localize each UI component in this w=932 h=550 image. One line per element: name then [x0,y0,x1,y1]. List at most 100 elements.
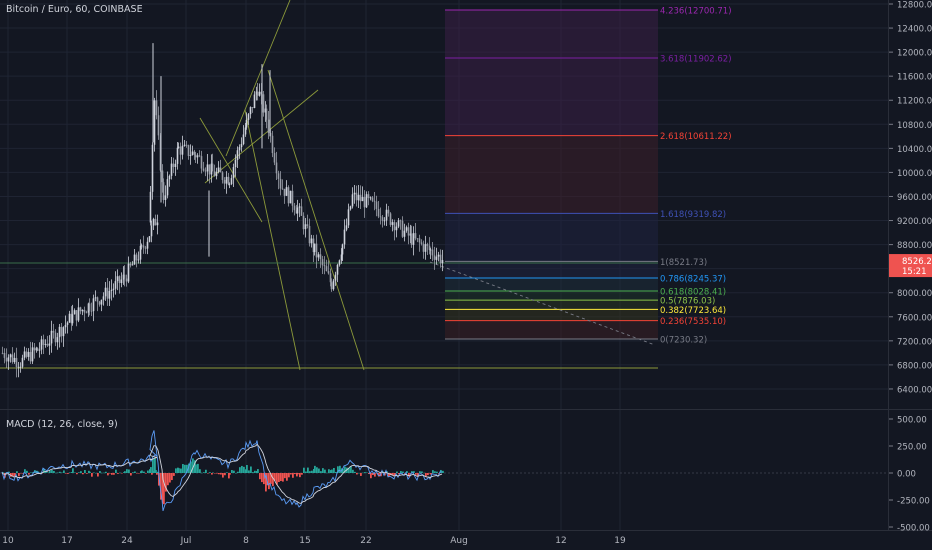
macd-histogram-bar [194,460,196,473]
macd-histogram-bar [26,470,28,473]
macd-histogram-bar [143,471,145,473]
candle-body [349,206,352,210]
candle-body [58,326,61,338]
macd-histogram-bar [158,473,160,486]
macd-histogram-bar [330,470,332,473]
candle-body [100,299,103,305]
candle-body [327,271,330,274]
candle-body [70,313,73,324]
candle-body [129,263,132,266]
macd-histogram-bar [299,473,301,478]
candle-body [73,310,76,315]
macd-histogram-bar [241,465,243,473]
macd-histogram-bar [32,472,34,473]
candle-body [123,274,126,279]
macd-histogram-bar [237,471,239,473]
candle-body [120,279,123,284]
price-axis-label: 11600.00 [897,73,932,83]
macd-histogram-bar [360,473,362,476]
candle-body [279,178,282,189]
candle-body [87,303,90,313]
macd-histogram-bar [290,473,292,475]
macd-histogram-bar [47,472,49,473]
macd-histogram-bar [284,473,286,479]
candle-body [148,236,151,242]
macd-histogram-bar [149,469,151,473]
candle-body [21,357,24,367]
macd-histogram-bar [398,473,400,475]
price-axis-label: 11200.00 [897,97,932,107]
macd-histogram-bar [138,473,140,474]
time-axis-label: 12 [555,536,566,546]
candle-body [139,245,142,260]
macd-histogram-bar [156,473,158,475]
macd-histogram-bar [30,472,32,473]
candle-body [401,220,404,237]
macd-histogram-bar [205,469,207,473]
macd-histogram-bar [82,473,84,475]
candle-body [264,108,267,113]
candle-body [194,154,197,158]
macd-histogram-bar [163,473,165,505]
macd-line [1,430,443,512]
macd-histogram-bar [113,473,115,475]
candle-body [431,249,434,256]
candle-body [79,307,82,312]
macd-histogram-bar [218,473,220,475]
fib-band [445,320,658,340]
macd-histogram-bar [162,473,164,504]
price-axis-label: 7200.00 [897,337,932,347]
candle-body [395,226,398,231]
fib-band [445,291,658,301]
fib-level-label: 0.5(7876.03) [660,297,715,307]
macd-histogram-bar [280,473,282,482]
candle-body [418,238,421,243]
candle-body [83,309,86,313]
macd-histogram-bar [286,473,288,481]
candle-body [302,215,305,230]
candle-body [238,147,241,151]
price-axis-label: 12800.00 [897,1,932,11]
candle-body [156,222,159,226]
candle-body [359,194,362,202]
macd-histogram-bar [63,470,65,473]
candle-body [330,282,333,290]
macd-histogram-bar [257,469,259,473]
macd-histogram-bar [16,471,18,473]
macd-histogram-bar [322,468,324,473]
macd-histogram-bar [335,471,337,473]
candle-body [221,172,224,180]
candle-body [177,146,180,148]
candle-body [242,134,245,145]
macd-histogram-bar [303,467,305,473]
macd-histogram-bar [8,471,10,473]
candle-body [255,91,258,95]
candle-body [217,167,220,172]
candle-body [149,191,152,223]
candle-body [441,260,444,264]
macd-histogram-bar [400,471,402,473]
macd-axis-label: -500.00 [897,524,930,534]
candle-body [13,357,16,363]
candle-body [245,119,248,128]
macd-histogram-bar [250,466,252,473]
candle-body [42,339,45,345]
time-axis: 10 17 24 Jul 8 15 22 Aug 12 19 [2,536,626,546]
macd-histogram-bar [97,473,99,477]
candle-body [191,151,194,156]
macd-histogram-bar [358,472,360,474]
candle-body [375,201,378,209]
last-price-label: 8526.28 [902,257,932,267]
macd-histogram-bar [212,472,214,474]
candle-body [433,255,436,260]
candle-body [336,264,339,275]
fib-level-label: 1.618(9319.82) [660,210,726,220]
candle-body [304,224,307,230]
fib-level-label: 4.236(12700.71) [660,6,732,16]
candle-body [321,259,324,266]
candle-body [56,337,59,343]
macd-histogram-bar [74,472,76,473]
candle-body [154,218,157,226]
macd-histogram-bar [165,473,167,492]
